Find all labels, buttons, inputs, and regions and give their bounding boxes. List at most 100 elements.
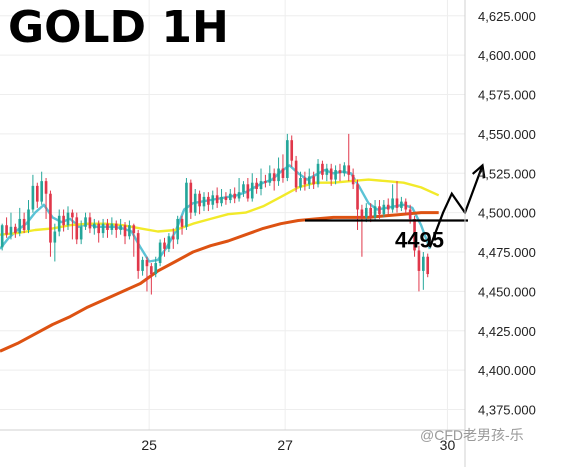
y-tick-label: 4,525.000 xyxy=(478,166,536,181)
y-tick-label: 4,425.000 xyxy=(478,324,536,339)
candle-body xyxy=(321,163,324,175)
candle-body xyxy=(264,181,267,183)
candle-body xyxy=(31,185,35,210)
candle-body xyxy=(189,182,193,213)
candle-body xyxy=(75,217,79,240)
candle-body xyxy=(303,177,307,185)
candle-body xyxy=(382,204,386,215)
candle-body xyxy=(294,160,298,188)
candle-body xyxy=(417,250,421,271)
candle-body xyxy=(79,226,83,240)
candle-body xyxy=(246,184,250,199)
candle-body xyxy=(281,168,285,178)
candle-body xyxy=(259,181,263,190)
annotations: 4495 xyxy=(305,163,486,253)
candle-body xyxy=(18,218,22,234)
candle-body xyxy=(422,256,425,271)
candle-body xyxy=(114,223,118,230)
candle-body xyxy=(277,168,280,182)
candle-body xyxy=(132,225,136,234)
candle-body xyxy=(35,185,39,202)
candle-body xyxy=(141,259,144,271)
candle-body xyxy=(198,193,201,207)
candle-body xyxy=(391,198,394,210)
ma-line-2 xyxy=(0,178,440,236)
candle-body xyxy=(5,225,8,235)
y-tick-label: 4,450.000 xyxy=(478,284,536,299)
candle-body xyxy=(207,196,210,205)
candle-body xyxy=(351,174,355,185)
y-tick-label: 4,500.000 xyxy=(478,206,536,221)
candle-body xyxy=(9,226,13,235)
x-tick-label: 30 xyxy=(440,437,456,453)
candle-body xyxy=(27,209,30,230)
candle-body xyxy=(101,223,105,234)
y-tick-label: 4,575.000 xyxy=(478,88,536,103)
candle-body xyxy=(53,231,57,243)
candle-body xyxy=(373,206,377,218)
candle-body xyxy=(145,259,149,267)
y-tick-label: 4,550.000 xyxy=(478,127,536,142)
watermark-text: @CFD老男孩-乐 xyxy=(420,427,524,443)
candle-body xyxy=(62,215,65,226)
candle-body xyxy=(123,225,127,237)
candle-body xyxy=(106,223,109,230)
candle-body xyxy=(93,223,96,229)
candle-body xyxy=(364,207,368,218)
candle-body xyxy=(299,177,302,188)
candle-body xyxy=(290,140,294,161)
candle-body xyxy=(329,168,333,180)
candle-body xyxy=(158,242,162,264)
candle-body xyxy=(343,165,346,174)
candle-body xyxy=(14,226,17,234)
candle-body xyxy=(211,195,215,205)
candle-body xyxy=(97,223,101,234)
x-axis: 25 27 30 xyxy=(0,429,465,453)
candle-body xyxy=(176,218,179,240)
y-tick-label: 4,375.000 xyxy=(478,403,536,418)
candle-body xyxy=(193,193,197,213)
chart-title: GOLD 1H xyxy=(8,2,229,53)
y-tick-label: 4,400.000 xyxy=(478,363,536,378)
candle-body xyxy=(413,218,416,251)
candle-body xyxy=(237,192,241,199)
candle-body xyxy=(369,207,372,218)
y-axis: 4,375.000 4,400.000 4,425.000 4,450.000 4,47… xyxy=(464,0,536,467)
x-tick-label: 27 xyxy=(277,437,293,453)
candle-body xyxy=(316,163,320,185)
projection-path xyxy=(428,165,484,248)
candle-body xyxy=(163,242,166,249)
arrow-head xyxy=(471,163,486,179)
ma-line-3 xyxy=(0,211,439,353)
candle-body xyxy=(119,225,122,230)
candle-body xyxy=(136,233,140,271)
candle-body xyxy=(0,225,4,248)
candle-body xyxy=(400,201,403,208)
candle-body xyxy=(347,165,351,175)
candle-body xyxy=(386,204,390,210)
candle-body xyxy=(378,206,381,215)
candle-body xyxy=(220,196,223,204)
candle-body xyxy=(84,217,87,227)
y-tick-label: 4,475.000 xyxy=(478,245,536,260)
candle-body xyxy=(22,218,26,230)
candle-body xyxy=(171,236,175,240)
candle-body xyxy=(272,173,276,182)
candle-body xyxy=(202,196,206,207)
candle-body xyxy=(167,236,171,249)
candle-body xyxy=(250,182,254,199)
candle-body xyxy=(150,266,153,275)
x-tick-label: 25 xyxy=(141,437,157,453)
candle-body xyxy=(88,217,92,229)
candle-body xyxy=(242,184,245,193)
candle-body xyxy=(356,184,359,210)
candle-body xyxy=(71,212,74,218)
candle-body xyxy=(228,193,232,201)
candle-body xyxy=(224,196,228,201)
candle-body xyxy=(40,181,43,202)
candle-body xyxy=(268,173,272,183)
candlesticks xyxy=(0,133,430,295)
